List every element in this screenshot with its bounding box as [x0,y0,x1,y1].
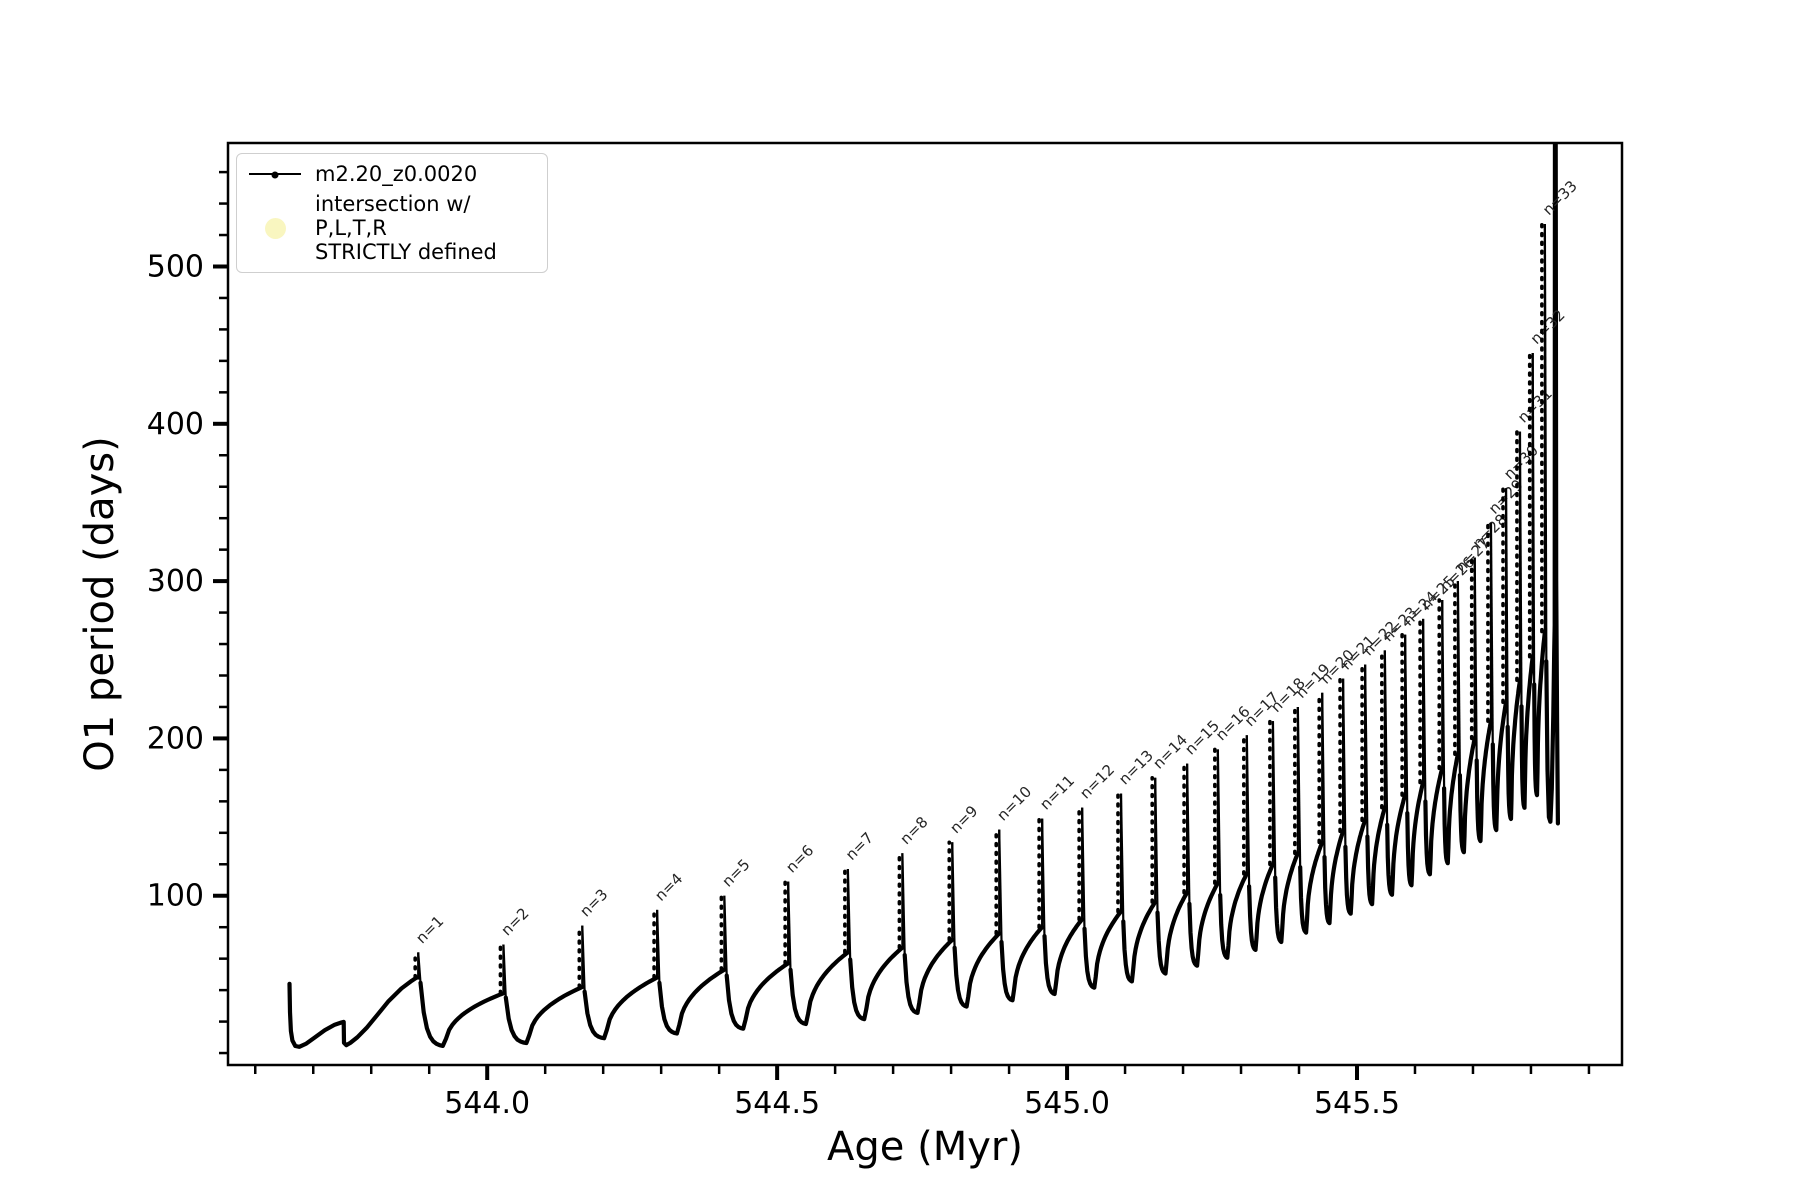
pulse-spike-down [1404,634,1409,814]
pulse-annotation: n=33 [1539,177,1581,219]
pulse-spike-down [656,909,661,983]
series-curve [287,143,1560,1049]
x-tick-label: 545.5 [1314,1086,1400,1121]
pulse-spike-down [1489,522,1494,745]
line-dot-marker-icon [249,171,301,179]
pulse-spike-down [1543,224,1548,661]
pulse-spike-down [1119,793,1125,922]
pulse-spike-down [1341,678,1347,847]
y-tick-label: 300 [147,564,204,599]
pulse-annotation: n=8 [896,813,931,848]
pulse-annotation: n=9 [946,802,981,837]
pulse-spike-down [1041,818,1046,937]
pulse-annotation: n=13 [1115,746,1157,788]
pulse-spike-down [1154,777,1159,913]
x-tick-label: 545.0 [1024,1086,1110,1121]
pulse-spike-down [787,881,792,970]
pulse-spike-down [1473,557,1478,761]
pulse-spike-down [502,944,507,998]
y-tick-label: 400 [147,407,204,442]
x-tick-label: 544.5 [734,1086,820,1121]
pulse-spike-down [951,842,956,948]
pulse-spike-down [1504,488,1509,727]
y-tick-label: 200 [147,721,204,756]
pulse-spike-down [1216,749,1222,896]
pulse-annotation: n=12 [1076,761,1118,803]
axes-frame [226,141,1624,1067]
pulse-spike-down [998,829,1003,942]
pulse-annotation: n=10 [993,783,1035,825]
pulse-spike-down [1081,807,1086,929]
pulse-annotation: n=2 [498,904,533,939]
pulse-annotation: n=32 [1527,306,1569,348]
pulse-annotation: n=11 [1036,772,1078,814]
y-axis-label: O1 period (days) [77,436,123,772]
pulse-spike-down [1321,692,1326,858]
legend: m2.20_z0.0020 intersection w/ P,L,T,R ST… [236,153,548,273]
pulse-spike-down [1531,353,1536,685]
pulse-spike-down [846,868,852,960]
pulse-annotation: n=3 [576,885,611,920]
x-axis-label: Age (Myr) [827,1124,1023,1170]
pulse-spike-down [1364,664,1369,837]
pulse-annotation: n=5 [718,855,753,890]
pulse-spike-down [581,925,586,992]
pulse-spike-down [417,952,422,983]
circle-marker-icon [249,217,301,239]
pulse-spike-down [1245,735,1251,887]
pulse-annotation: n=31 [1514,385,1556,427]
legend-item-series: m2.20_z0.0020 [249,162,537,186]
pulse-spike-down [1422,618,1427,802]
legend-item-intersection: intersection w/ P,L,T,R STRICTLY defined [249,192,537,264]
legend-label-series: m2.20_z0.0020 [315,162,478,186]
pulse-spike-down [1271,721,1277,878]
y-tick-label: 500 [147,249,204,284]
pulse-spike-down [1383,650,1389,825]
pulse-spike-down [1296,706,1302,868]
pulse-spike-down [1518,431,1523,707]
pulse-annotation: n=4 [651,870,686,905]
pulse-annotation: n=1 [412,912,447,947]
pulse-annotation: n=6 [782,841,817,876]
pulse-spike-down [723,895,728,976]
pulse-spike-down [901,853,906,956]
pulse-spike-down [1441,599,1446,789]
legend-label-intersection: intersection w/ P,L,T,R STRICTLY defined [315,192,497,264]
pulse-spike-down [1456,581,1462,776]
pulse-annotation: n=7 [842,829,877,864]
pulse-spike-down [1186,763,1191,904]
y-tick-label: 100 [147,879,204,914]
x-tick-label: 544.0 [444,1086,530,1121]
